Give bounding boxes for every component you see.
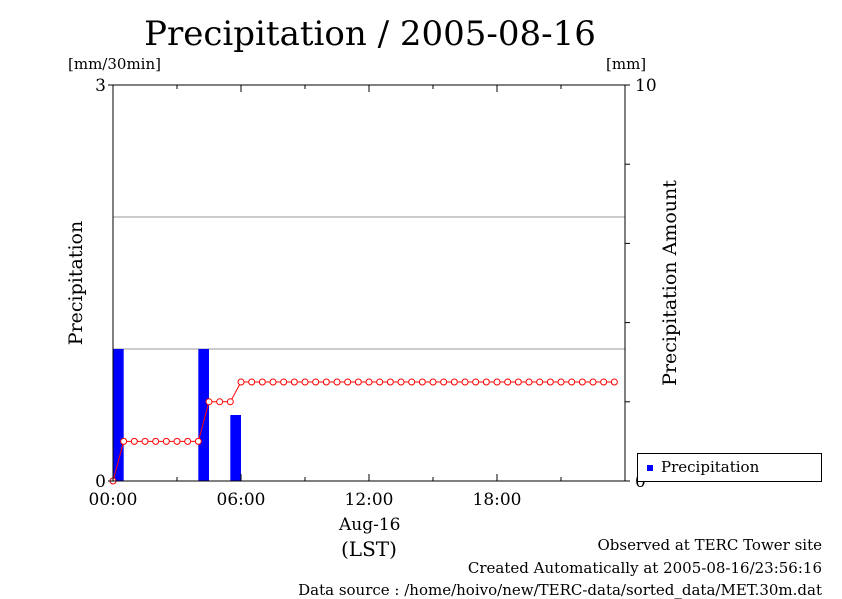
cumulative-point bbox=[354, 378, 362, 386]
cumulative-point bbox=[141, 437, 149, 445]
legend-swatch bbox=[647, 465, 653, 471]
legend-label: Precipitation bbox=[661, 458, 760, 476]
y-left-tick-label: 0 bbox=[95, 472, 106, 492]
x-axis-date-label: Aug-16 bbox=[339, 515, 401, 535]
cumulative-point bbox=[578, 378, 586, 386]
cumulative-point bbox=[450, 378, 458, 386]
cumulative-point bbox=[525, 378, 533, 386]
cumulative-point bbox=[173, 437, 181, 445]
cumulative-point bbox=[546, 378, 554, 386]
cumulative-point bbox=[226, 398, 234, 406]
cumulative-point bbox=[472, 378, 480, 386]
cumulative-point bbox=[440, 378, 448, 386]
cumulative-point bbox=[589, 378, 597, 386]
precipitation-bar bbox=[230, 415, 241, 481]
chart-title: Precipitation / 2005-08-16 bbox=[144, 14, 596, 54]
cumulative-point bbox=[258, 378, 266, 386]
cumulative-point bbox=[376, 378, 384, 386]
cumulative-point bbox=[162, 437, 170, 445]
x-axis-timezone-label: (LST) bbox=[341, 537, 397, 561]
cumulative-point bbox=[514, 378, 522, 386]
y-right-tick-label: 0 bbox=[635, 472, 646, 492]
grid-lines bbox=[113, 216, 625, 350]
cumulative-point bbox=[482, 378, 490, 386]
cumulative-point bbox=[301, 378, 309, 386]
cumulative-point bbox=[216, 398, 224, 406]
cumulative-point bbox=[365, 378, 373, 386]
cumulative-point bbox=[461, 378, 469, 386]
x-tick-label: 12:00 bbox=[345, 490, 394, 510]
x-tick-label: 06:00 bbox=[217, 490, 266, 510]
axis-ticks bbox=[108, 84, 630, 482]
right-axis-unit: [mm] bbox=[606, 55, 647, 73]
cumulative-point bbox=[130, 437, 138, 445]
y-right-tick-label: 10 bbox=[635, 76, 657, 96]
precipitation-bar bbox=[113, 349, 124, 481]
cumulative-point bbox=[557, 378, 565, 386]
cumulative-point bbox=[386, 378, 394, 386]
cumulative-point bbox=[568, 378, 576, 386]
cumulative-point bbox=[429, 378, 437, 386]
x-tick-label: 00:00 bbox=[89, 490, 138, 510]
cumulative-point bbox=[600, 378, 608, 386]
cumulative-point bbox=[237, 378, 245, 386]
cumulative-point bbox=[290, 378, 298, 386]
y-left-tick-label: 3 bbox=[95, 76, 106, 96]
plot-frame bbox=[112, 84, 626, 482]
left-axis-title: Precipitation bbox=[65, 221, 87, 345]
precipitation-bar bbox=[198, 349, 209, 481]
cumulative-point bbox=[312, 378, 320, 386]
bar-series bbox=[113, 349, 241, 481]
cumulative-point bbox=[504, 378, 512, 386]
footer-created-text: Created Automatically at 2005-08-16/23:5… bbox=[467, 559, 822, 577]
cumulative-line bbox=[112, 381, 615, 482]
cumulative-point bbox=[418, 378, 426, 386]
left-axis-unit: [mm/30min] bbox=[68, 55, 161, 73]
footer-source-text: Data source : /home/hoivo/new/TERC-data/… bbox=[298, 581, 822, 599]
footer-site-text: Observed at TERC Tower site bbox=[597, 536, 822, 554]
cumulative-point bbox=[536, 378, 544, 386]
cumulative-point bbox=[120, 437, 128, 445]
cumulative-point bbox=[493, 378, 501, 386]
right-axis-title: Precipitation Amount bbox=[659, 180, 681, 386]
cumulative-point bbox=[205, 398, 213, 406]
cumulative-point bbox=[408, 378, 416, 386]
cumulative-point bbox=[333, 378, 341, 386]
cumulative-point bbox=[322, 378, 330, 386]
cumulative-point bbox=[194, 437, 202, 445]
cumulative-point bbox=[248, 378, 256, 386]
tick-labels: 00:00 06:00 12:00 18:00 0 3 0 10 bbox=[89, 76, 657, 510]
cumulative-point bbox=[397, 378, 405, 386]
cumulative-point bbox=[280, 378, 288, 386]
x-tick-label: 18:00 bbox=[473, 490, 522, 510]
cumulative-point bbox=[184, 437, 192, 445]
cumulative-point bbox=[269, 378, 277, 386]
cumulative-point bbox=[152, 437, 160, 445]
cumulative-line-series bbox=[109, 378, 618, 485]
legend: Precipitation bbox=[637, 453, 822, 482]
cumulative-point bbox=[610, 378, 618, 386]
cumulative-point bbox=[344, 378, 352, 386]
